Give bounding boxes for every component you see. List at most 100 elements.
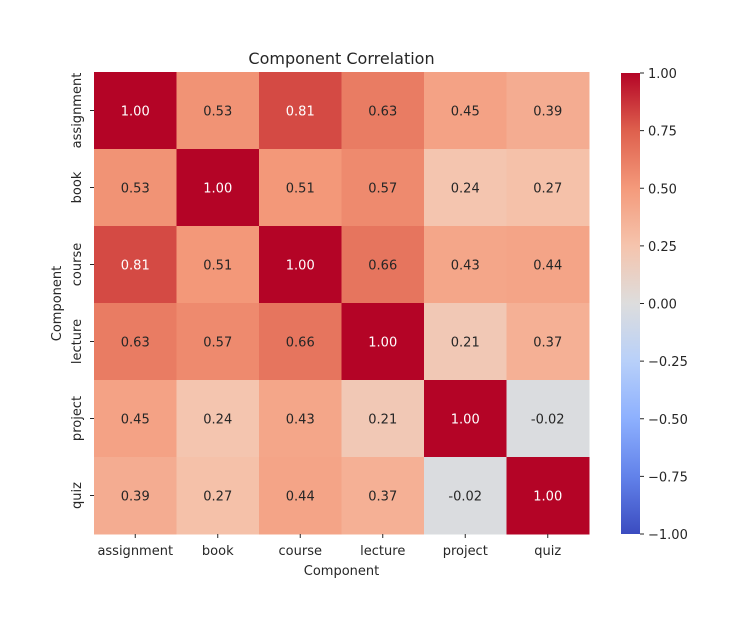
x-axis-label: Component xyxy=(304,564,379,579)
colorbar-tick-label: −0.75 xyxy=(648,470,688,485)
y-tick-label: lecture xyxy=(70,319,85,364)
heatmap-cell xyxy=(506,303,590,381)
cell-value-label: 0.51 xyxy=(203,259,232,274)
cell-value-label: 0.43 xyxy=(451,259,480,274)
y-tick-label: assignment xyxy=(70,73,85,149)
heatmap-cell xyxy=(506,380,590,458)
cell-value-label: 0.81 xyxy=(286,105,315,120)
x-tick-label: lecture xyxy=(360,544,405,559)
heatmap-cell xyxy=(341,457,425,535)
colorbar-tick-label: 1.00 xyxy=(648,67,677,82)
cell-value-label: 0.53 xyxy=(203,105,232,120)
heatmap-cell xyxy=(176,226,260,304)
heatmap-cell xyxy=(506,149,590,227)
cell-value-label: 1.00 xyxy=(451,413,480,428)
heatmap-cell xyxy=(94,149,177,227)
heatmap-cell xyxy=(94,226,177,304)
cell-value-label: 0.45 xyxy=(121,413,150,428)
heatmap-cell xyxy=(424,303,507,381)
x-tick-label: course xyxy=(279,544,322,559)
chart-title: Component Correlation xyxy=(248,49,434,68)
cell-value-label: 0.24 xyxy=(203,413,232,428)
heatmap-cell xyxy=(424,457,507,535)
colorbar xyxy=(621,73,640,534)
y-axis-ticks: assignment book course lecture project quiz xyxy=(70,73,94,509)
y-tick-label: course xyxy=(70,243,85,286)
heatmap-cell xyxy=(259,380,342,458)
heatmap-cell xyxy=(341,149,425,227)
colorbar-tick-label: −1.00 xyxy=(648,528,688,543)
cell-value-label: 0.66 xyxy=(368,259,397,274)
cell-value-label: 0.43 xyxy=(286,413,315,428)
colorbar-tick-label: −0.50 xyxy=(648,413,688,428)
cell-value-label: 0.39 xyxy=(121,490,150,505)
heatmap-cell xyxy=(259,72,342,150)
heatmap-cell xyxy=(94,380,177,458)
cell-value-label: 0.37 xyxy=(533,336,562,351)
colorbar-tick-label: 0.25 xyxy=(648,240,677,255)
cell-value-label: 0.44 xyxy=(286,490,315,505)
cell-value-label: 0.57 xyxy=(368,182,397,197)
cell-value-label: 0.24 xyxy=(451,182,480,197)
heatmap-cell xyxy=(259,457,342,535)
y-axis-label: Component xyxy=(50,266,65,341)
x-tick-label: book xyxy=(202,544,234,559)
heatmap-cell xyxy=(94,457,177,535)
cell-value-label: 0.66 xyxy=(286,336,315,351)
heatmap-cell xyxy=(94,303,177,381)
colorbar-tick-label: 0.50 xyxy=(648,182,677,197)
heatmap-cell xyxy=(341,226,425,304)
heatmap-cell xyxy=(259,303,342,381)
colorbar-tick-label: 0.75 xyxy=(648,125,677,140)
heatmap-cell xyxy=(176,72,260,150)
heatmap-cell xyxy=(506,226,590,304)
cell-value-label: -0.02 xyxy=(531,413,565,428)
colorbar-ticks: 1.00 0.75 0.50 0.25 0.00 −0.25 −0.50 −0.75 −1.00 xyxy=(640,67,688,543)
cell-value-label: -0.02 xyxy=(448,490,482,505)
heatmap-cell xyxy=(424,149,507,227)
heatmap-cell xyxy=(424,380,507,458)
cell-value-label: 0.45 xyxy=(451,105,480,120)
cell-value-label: 0.63 xyxy=(368,105,397,120)
heatmap-cells: 1.00 0.53 0.81 0.63 0.45 0.39 0.53 1.00 0.51 0.57… xyxy=(94,72,590,535)
heatmap-cell xyxy=(424,72,507,150)
cell-value-label: 0.21 xyxy=(368,413,397,428)
x-axis-ticks: assignment book course lecture project quiz xyxy=(97,534,561,559)
x-tick-label: assignment xyxy=(97,544,173,559)
colorbar-tick-label: 0.00 xyxy=(648,298,677,313)
cell-value-label: 0.27 xyxy=(533,182,562,197)
heatmap-cell xyxy=(176,149,260,227)
cell-value-label: 1.00 xyxy=(368,336,397,351)
cell-value-label: 0.53 xyxy=(121,182,150,197)
cell-value-label: 0.39 xyxy=(533,105,562,120)
heatmap-cell xyxy=(259,149,342,227)
cell-value-label: 1.00 xyxy=(533,490,562,505)
cell-value-label: 0.81 xyxy=(121,259,150,274)
heatmap-cell xyxy=(176,457,260,535)
cell-value-label: 0.37 xyxy=(368,490,397,505)
heatmap-cell xyxy=(176,380,260,458)
x-tick-label: project xyxy=(443,544,488,559)
cell-value-label: 0.21 xyxy=(451,336,480,351)
cell-value-label: 1.00 xyxy=(121,105,150,120)
heatmap-cell xyxy=(341,303,425,381)
y-tick-label: project xyxy=(70,396,85,441)
cell-value-label: 0.27 xyxy=(203,490,232,505)
heatmap-cell xyxy=(341,380,425,458)
y-tick-label: book xyxy=(70,171,85,203)
heatmap-cell xyxy=(506,457,590,535)
cell-value-label: 1.00 xyxy=(203,182,232,197)
cell-value-label: 0.44 xyxy=(533,259,562,274)
heatmap-cell xyxy=(424,226,507,304)
heatmap-cell xyxy=(94,72,177,150)
heatmap-cell xyxy=(506,72,590,150)
cell-value-label: 0.63 xyxy=(121,336,150,351)
cell-value-label: 0.57 xyxy=(203,336,232,351)
heatmap-cell xyxy=(341,72,425,150)
x-tick-label: quiz xyxy=(534,544,561,559)
heatmap-cell xyxy=(259,226,342,304)
y-tick-label: quiz xyxy=(70,482,85,509)
cell-value-label: 1.00 xyxy=(286,259,315,274)
cell-value-label: 0.51 xyxy=(286,182,315,197)
